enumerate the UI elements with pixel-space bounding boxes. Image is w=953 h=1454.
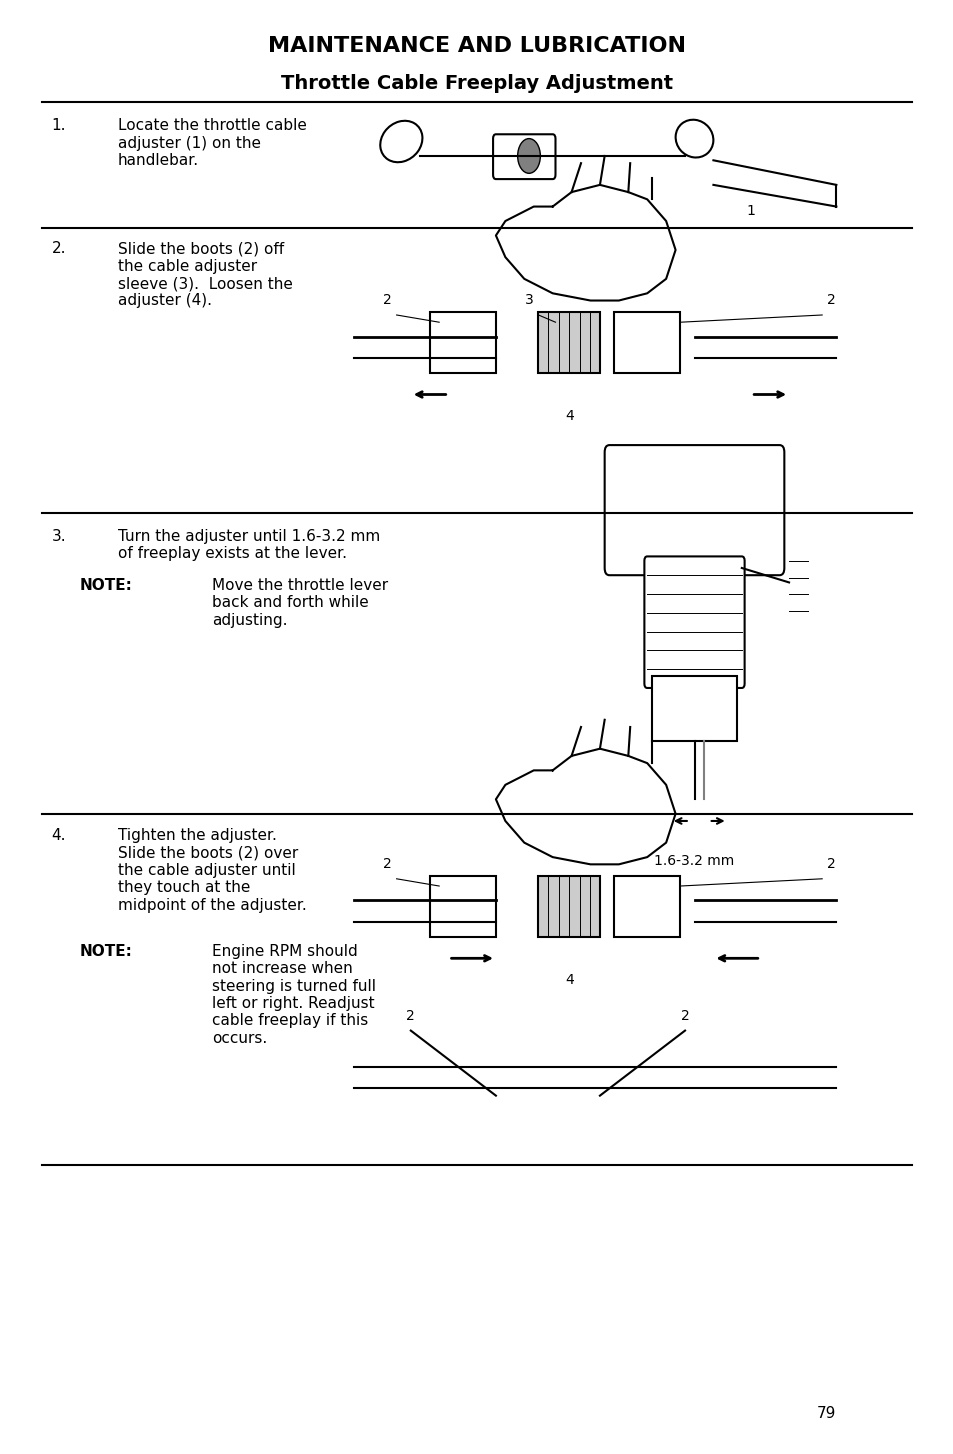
Bar [651,676,737,742]
Text: 2: 2 [382,294,391,307]
Text: 2: 2 [406,1009,415,1024]
FancyBboxPatch shape [614,313,679,372]
Text: Turn the adjuster until 1.6-3.2 mm
of freeplay exists at the lever.: Turn the adjuster until 1.6-3.2 mm of fr… [117,529,379,561]
FancyBboxPatch shape [429,875,496,936]
Text: MAINTENANCE AND LUBRICATION: MAINTENANCE AND LUBRICATION [268,36,685,55]
Text: 3.: 3. [51,529,66,544]
Text: 4.: 4. [51,829,66,843]
FancyBboxPatch shape [537,313,599,372]
Text: NOTE:: NOTE: [80,944,132,958]
Text: 4: 4 [565,409,574,423]
Text: 2: 2 [679,1009,689,1024]
Text: 1: 1 [746,204,755,218]
Text: Move the throttle lever
back and forth while
adjusting.: Move the throttle lever back and forth w… [212,579,388,628]
Text: Throttle Cable Freeplay Adjustment: Throttle Cable Freeplay Adjustment [280,74,673,93]
FancyBboxPatch shape [604,445,783,576]
Text: 2: 2 [826,294,835,307]
Circle shape [517,138,539,173]
Text: 3: 3 [524,294,533,307]
FancyBboxPatch shape [643,557,744,688]
Text: NOTE:: NOTE: [80,579,132,593]
FancyBboxPatch shape [614,875,679,936]
Text: 1.: 1. [51,118,66,134]
Text: 4: 4 [565,973,574,987]
Text: 2: 2 [382,856,391,871]
Text: 2.: 2. [51,241,66,256]
FancyBboxPatch shape [429,313,496,372]
Text: 1.6-3.2 mm: 1.6-3.2 mm [654,853,734,868]
Text: Locate the throttle cable
adjuster (1) on the
handlebar.: Locate the throttle cable adjuster (1) o… [117,118,306,169]
Text: Slide the boots (2) off
the cable adjuster
sleeve (3).  Loosen the
adjuster (4).: Slide the boots (2) off the cable adjust… [117,241,293,308]
FancyBboxPatch shape [537,875,599,936]
Text: Engine RPM should
not increase when
steering is turned full
left or right. Readj: Engine RPM should not increase when stee… [212,944,375,1045]
Text: Tighten the adjuster.
Slide the boots (2) over
the cable adjuster until
they tou: Tighten the adjuster. Slide the boots (2… [117,829,306,913]
Text: 2: 2 [826,856,835,871]
Text: 79: 79 [817,1406,836,1422]
